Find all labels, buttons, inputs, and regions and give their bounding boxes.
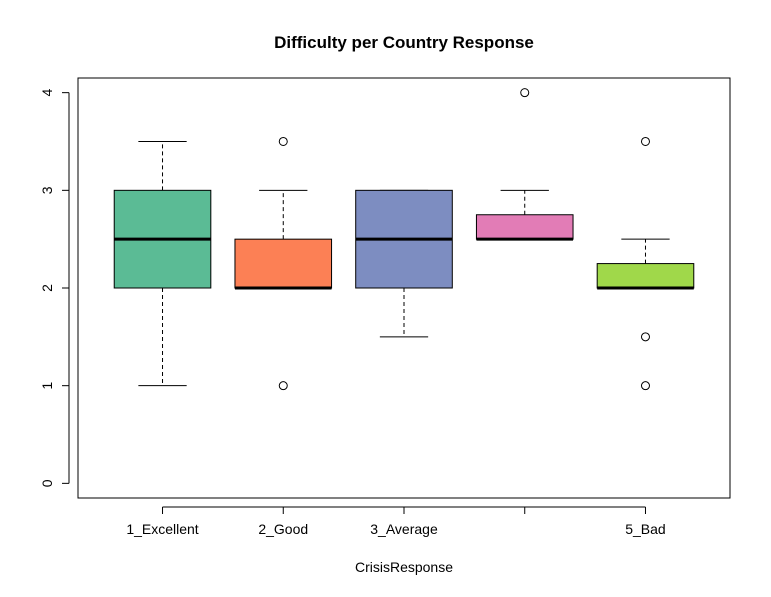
box-group <box>475 88 574 241</box>
x-tick-label: 3_Average <box>370 521 438 537</box>
box-iqr <box>475 214 574 240</box>
box-group <box>113 140 212 387</box>
outlier-point <box>640 136 650 146</box>
box-iqr <box>596 263 695 289</box>
box-group <box>355 189 453 338</box>
x-tick-label: 5_Bad <box>625 521 665 537</box>
outlier-point <box>520 88 530 98</box>
box-group <box>596 136 695 391</box>
outlier-point <box>640 332 650 342</box>
y-tick-label: 1 <box>39 382 55 390</box>
box-iqr <box>234 238 333 289</box>
x-tick-label: 2_Good <box>258 521 308 537</box>
x-axis-title: CrisisResponse <box>355 559 453 575</box>
x-tick-label: 1_Excellent <box>126 521 198 537</box>
y-tick-label: 2 <box>39 284 55 292</box>
box-series <box>113 88 695 391</box>
y-tick-label: 3 <box>39 186 55 194</box>
y-axis: 0 1 2 3 4 <box>39 89 70 487</box>
outlier-point <box>278 381 288 391</box>
outlier-point <box>640 381 650 391</box>
x-axis: 1_Excellent 2_Good 3_Average 5_Bad <box>126 506 666 537</box>
plot-frame <box>77 77 731 499</box>
chart-title: Difficulty per Country Response <box>274 33 534 52</box>
box-group <box>234 136 333 391</box>
outlier-point <box>278 136 288 146</box>
y-tick-label: 4 <box>39 89 55 97</box>
y-tick-label: 0 <box>39 479 55 487</box>
